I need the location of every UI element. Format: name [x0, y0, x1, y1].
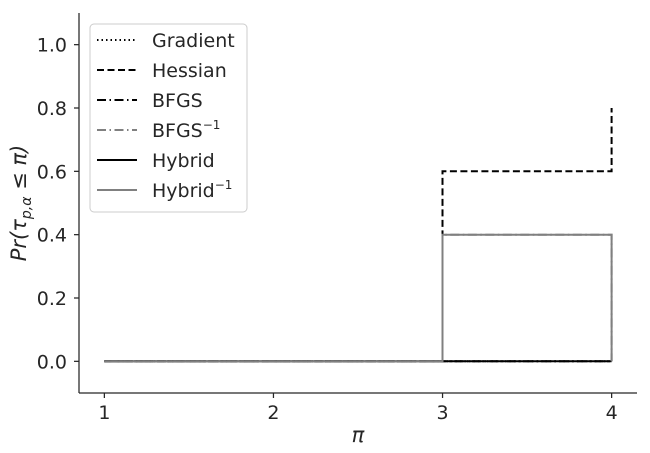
series-layer	[104, 108, 613, 363]
y-tick-label: 0.6	[37, 161, 67, 183]
legend-label: BFGS	[152, 90, 203, 112]
series-line-bfgs-1	[104, 233, 613, 363]
x-tick-label: 3	[436, 402, 448, 424]
y-axis-label-group: Pr(τp,α ≤ π)	[7, 145, 35, 262]
y-tick-label: 0.4	[37, 225, 67, 247]
y-ticks: 0.0 0.2 0.4 0.6 0.8 1.0	[37, 35, 79, 373]
x-tick-label: 4	[606, 402, 618, 424]
x-ticks: 1 2 3 4	[98, 393, 618, 424]
y-tick-label: 1.0	[37, 35, 67, 57]
y-tick-label: 0.2	[37, 288, 67, 310]
y-axis-label: Pr(τp,α ≤ π)	[7, 145, 35, 262]
y-tick-label: 0.0	[37, 351, 67, 373]
x-tick-label: 1	[98, 402, 110, 424]
axes	[78, 13, 637, 394]
x-axis-label: π	[352, 423, 365, 447]
legend-label: Gradient	[152, 30, 235, 52]
y-tick-label: 0.8	[37, 98, 67, 120]
legend-label: Hessian	[152, 60, 227, 82]
legend-label: Hybrid	[152, 150, 215, 172]
x-tick-label: 2	[267, 402, 279, 424]
series-line-hybrid-1	[104, 233, 613, 363]
